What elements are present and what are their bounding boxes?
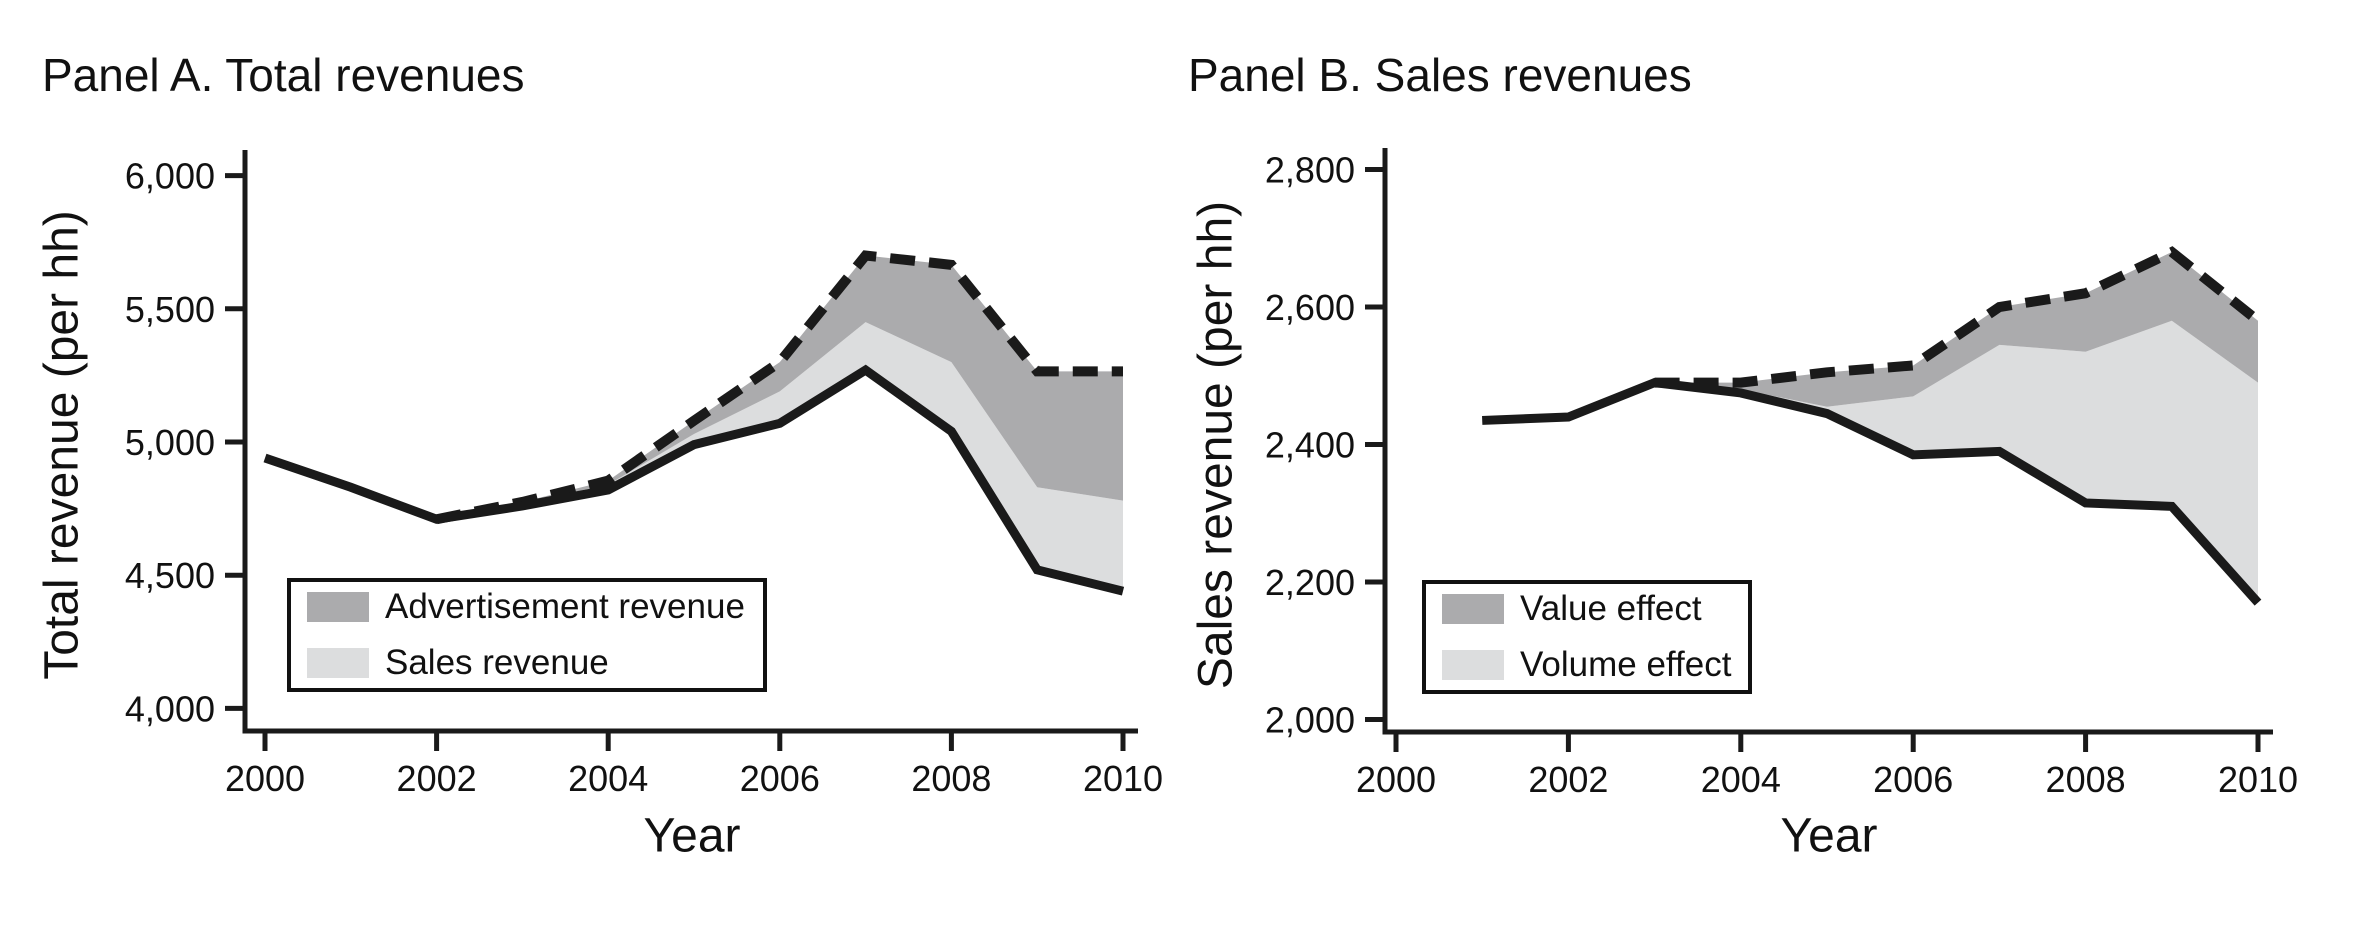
legend-item-volume-effect: Volume effect (1442, 645, 1748, 685)
x-tick-label: 2002 (1528, 759, 1608, 800)
x-tick-label: 2008 (2046, 759, 2126, 800)
y-tick-label: 2,200 (1265, 562, 1355, 603)
x-tick-label: 2000 (225, 758, 305, 799)
dark-gray-area (436, 255, 1124, 520)
panel-b: Panel B. Sales revenues 2,000 2,200 2,400 2… (1178, 0, 2356, 948)
panel-a-legend: Advertisement revenue Sales revenue (287, 578, 767, 692)
dark-gray-area (1654, 252, 2258, 407)
x-tick-label: 2006 (740, 758, 820, 799)
y-tick-label: 2,800 (1265, 150, 1355, 191)
x-tick-label: 2006 (1873, 759, 1953, 800)
advertisement-revenue-swatch (307, 592, 369, 622)
panel-b-title: Panel B. Sales revenues (1188, 49, 1692, 101)
light-gray-area (436, 322, 1124, 592)
panel-a: Panel A. Total revenues 4,000 4,500 5,000 5… (35, 49, 1164, 863)
x-tick-label: 2010 (2218, 759, 2298, 800)
x-tick-label: 2010 (1083, 758, 1163, 799)
value-effect-swatch (1442, 594, 1504, 624)
legend-label-advertisement-revenue: Advertisement revenue (385, 587, 745, 626)
legend-label-value-effect: Value effect (1520, 589, 1702, 628)
panel-a-chart: 4,000 4,500 5,000 5,500 6,000 2000 2002 2004 200… (125, 150, 1163, 799)
y-tick-label: 5,000 (125, 422, 215, 463)
legend-item-value-effect: Value effect (1442, 589, 1748, 629)
legend-item-advertisement-revenue: Advertisement revenue (307, 587, 763, 627)
actual-solid-line (263, 364, 1125, 596)
panel-b-chart: 2,000 2,200 2,400 2,600 2,800 2000 2002 2004 200… (1265, 148, 2298, 800)
panel-b-legend: Value effect Volume effect (1422, 580, 1752, 694)
panel-a-y-axis-label: Total revenue (per hh) (35, 210, 89, 680)
x-tick-label: 2008 (911, 758, 991, 799)
y-tick-label: 6,000 (125, 156, 215, 197)
volume-effect-swatch (1442, 650, 1504, 680)
y-tick-label: 2,600 (1265, 287, 1355, 328)
y-tick-label: 5,500 (125, 289, 215, 330)
legend-item-sales-revenue: Sales revenue (307, 643, 763, 683)
y-tick-label: 2,400 (1265, 425, 1355, 466)
y-tick-label: 2,000 (1265, 700, 1355, 741)
light-gray-area (1654, 320, 2258, 603)
legend-label-volume-effect: Volume effect (1520, 645, 1732, 684)
actual-solid-line (1482, 378, 2262, 606)
counterfactual-dashed-line (1654, 246, 2262, 388)
x-tick-label: 2000 (1356, 759, 1436, 800)
y-tick-label: 4,500 (125, 555, 215, 596)
sales-revenue-swatch (307, 648, 369, 678)
y-tick-label: 4,000 (125, 688, 215, 729)
panel-a-x-axis-label: Year (643, 809, 741, 863)
panel-b-y-axis-label: Sales revenue (per hh) (1189, 200, 1243, 690)
legend-label-sales-revenue: Sales revenue (385, 643, 609, 682)
x-tick-label: 2004 (568, 758, 648, 799)
panel-a-title: Panel A. Total revenues (42, 49, 525, 101)
x-tick-label: 2004 (1701, 759, 1781, 800)
panel-b-x-axis-label: Year (1780, 809, 1878, 863)
x-tick-label: 2002 (397, 758, 477, 799)
